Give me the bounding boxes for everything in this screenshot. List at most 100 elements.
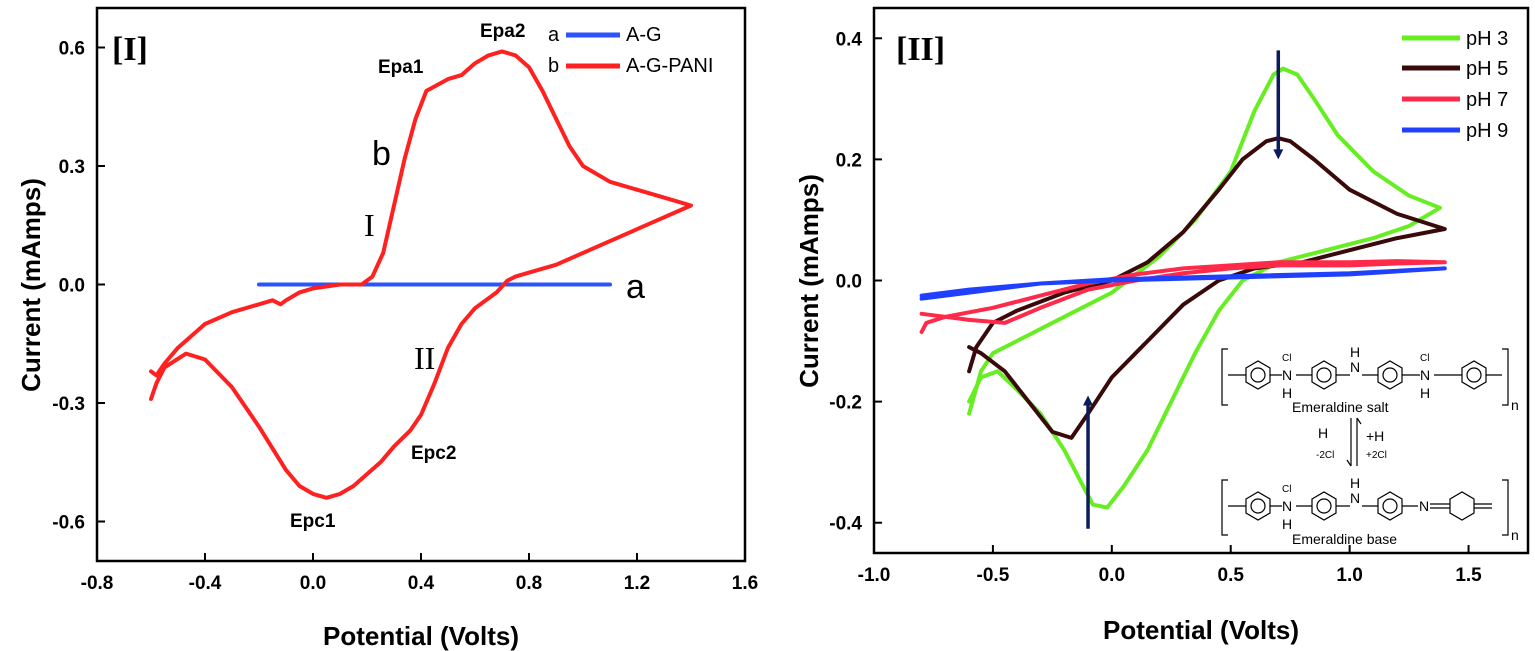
equilibrium-arrow-down (1346, 418, 1352, 467)
panel-i-y-tick-label: 0.3 (59, 157, 85, 178)
salt-h-1: H (1282, 385, 1292, 401)
base-bracket-left (1221, 479, 1228, 536)
salt-ring-1-aromatic (1250, 367, 1266, 383)
salt-subscript-n: n (1511, 397, 1519, 413)
annotation-epa2: Epa2 (480, 21, 525, 42)
annotation-region-i: I (364, 207, 375, 243)
base-ring-3 (1377, 491, 1403, 521)
panel-i-ticks: -0.8 -0.4 0.0 0.4 0.8 1.2 1.6 -0.6 -0.3 0.0 0.3 0.6 (52, 39, 758, 595)
panel-ii-y-axis-label: Current (mAmps) (794, 174, 824, 388)
panel-ii-x-tick-label: 1.5 (1455, 565, 1482, 586)
panel-i-y-tick-label: 0.0 (59, 276, 85, 297)
salt-ring-1 (1245, 360, 1271, 390)
base-subscript-n: n (1511, 527, 1519, 543)
annotation-curve-b: b (372, 135, 391, 173)
base-bonds (1228, 503, 1492, 509)
base-n-3: N (1419, 498, 1429, 514)
emeraldine-salt-label: Emeraldine salt (1292, 399, 1389, 415)
salt-ring-4-aromatic (1466, 367, 1482, 383)
salt-cl-1: Cl (1282, 353, 1291, 364)
salt-ring-3 (1377, 360, 1403, 390)
base-n-2: N (1350, 490, 1360, 506)
panel-i-x-tick-label: 0.8 (516, 573, 542, 594)
emeraldine-scheme-text: N Cl H N H N Cl H Emeraldine salt n H -2… (1282, 344, 1519, 547)
salt-ring-2 (1311, 360, 1337, 390)
salt-bracket-right (1502, 348, 1509, 406)
panel-ii-x-tick-label: 1.0 (1336, 565, 1362, 586)
legend-label-a-g-pani: A-G-PANI (626, 55, 713, 77)
salt-bracket-left (1221, 348, 1228, 406)
legend-key-a: a (548, 24, 560, 46)
legend-label-a-g: A-G (626, 24, 662, 46)
panel-ii-ticks: -1.0 -0.5 0.0 0.5 1.0 1.5 -0.4 -0.2 0.0 0.2 0.4 (829, 29, 1482, 586)
legend-label-ph3: pH 3 (1466, 28, 1508, 50)
panel-ii-series-ph-7 (919, 259, 1447, 334)
base-ring-2 (1311, 491, 1337, 521)
legend-label-ph7: pH 7 (1466, 89, 1508, 111)
panel-ii-y-tick-label: -0.4 (829, 514, 862, 535)
base-ring-1 (1245, 491, 1271, 521)
panel-ii-y-tick-label: 0.4 (836, 29, 863, 50)
panel-ii-frame (872, 6, 1530, 555)
legend-label-ph9: pH 9 (1466, 120, 1508, 142)
panel-i-x-tick-label: 0.4 (408, 573, 435, 594)
panel-i-x-tick-label: 0.0 (300, 573, 326, 594)
panel-i-y-axis-label: Current (mAmps) (16, 178, 46, 392)
base-bracket-right (1502, 479, 1509, 536)
panel-ii-series-ph-9 (919, 266, 1447, 301)
panel-ii-series (919, 66, 1447, 510)
panel-ii-series-ph-3 (967, 66, 1442, 510)
base-ring-2-aromatic (1316, 498, 1332, 514)
base-ring-1-aromatic (1250, 498, 1266, 514)
emeraldine-base-label: Emeraldine base (1292, 531, 1397, 547)
reverse-chloride: +2Cl (1366, 450, 1387, 461)
salt-cl-2: Cl (1420, 353, 1429, 364)
salt-n-3: N (1420, 367, 1430, 383)
annotation-curve-a: a (626, 268, 645, 306)
panel-ii-x-tick-label: 0.0 (1099, 565, 1125, 586)
legend-key-b: b (548, 55, 559, 77)
panel-i-x-tick-label: 1.2 (624, 573, 650, 594)
panel-i-series (149, 49, 693, 500)
panel-ii-y-tick-label: 0.2 (836, 150, 862, 171)
panel-i-label: [I] (112, 31, 148, 68)
forward-chloride: -2Cl (1316, 450, 1334, 461)
salt-h-2: H (1350, 344, 1360, 360)
panel-i-x-tick-label: -0.4 (189, 573, 222, 594)
panel-i-y-tick-label: -0.3 (52, 394, 85, 415)
panel-i-series-a-g-pani (149, 49, 693, 500)
panel-i: -0.8 -0.4 0.0 0.4 0.8 1.2 1.6 -0.6 -0.3 0.0 0.3 0.6… (16, 6, 758, 651)
panel-ii-label: [II] (896, 31, 945, 68)
panel-i-x-axis-label: Potential (Volts) (323, 621, 519, 651)
salt-n-2: N (1350, 359, 1360, 375)
base-quinoid-ring (1449, 491, 1475, 521)
panel-i-x-tick-label: -0.8 (81, 573, 114, 594)
trend-arrow-head-2 (1083, 395, 1094, 406)
panel-ii-series-ph-5 (967, 136, 1447, 440)
equilibrium-arrow-up (1356, 417, 1362, 466)
panel-i-y-tick-label: -0.6 (52, 513, 85, 534)
panel-ii-x-tick-label: -0.5 (977, 565, 1010, 586)
panel-i-legend: a A-G b A-G-PANI (548, 24, 713, 77)
salt-ring-4 (1461, 360, 1487, 390)
annotation-region-ii: II (414, 340, 435, 376)
legend-label-ph5: pH 5 (1466, 58, 1508, 80)
reverse-reagent: +H (1366, 428, 1384, 444)
base-cl-1: Cl (1282, 484, 1291, 495)
salt-ring-2-aromatic (1316, 367, 1332, 383)
annotation-epc2: Epc2 (411, 443, 456, 464)
panel-i-x-tick-label: 1.6 (732, 573, 758, 594)
panel-ii-arrows (1083, 50, 1284, 529)
annotation-epa1: Epa1 (378, 57, 424, 78)
panel-ii-x-axis-label: Potential (Volts) (1103, 615, 1299, 645)
emeraldine-scheme-inset (1221, 348, 1509, 536)
panel-i-y-tick-label: 0.6 (59, 39, 85, 60)
salt-n-1: N (1282, 367, 1292, 383)
base-ring-3-aromatic (1382, 498, 1398, 514)
panel-ii-x-tick-label: -1.0 (858, 565, 891, 586)
salt-h-3: H (1420, 385, 1430, 401)
forward-reagent: H (1318, 425, 1328, 441)
base-n-1: N (1282, 498, 1292, 514)
panel-ii-y-tick-label: -0.2 (829, 393, 862, 414)
